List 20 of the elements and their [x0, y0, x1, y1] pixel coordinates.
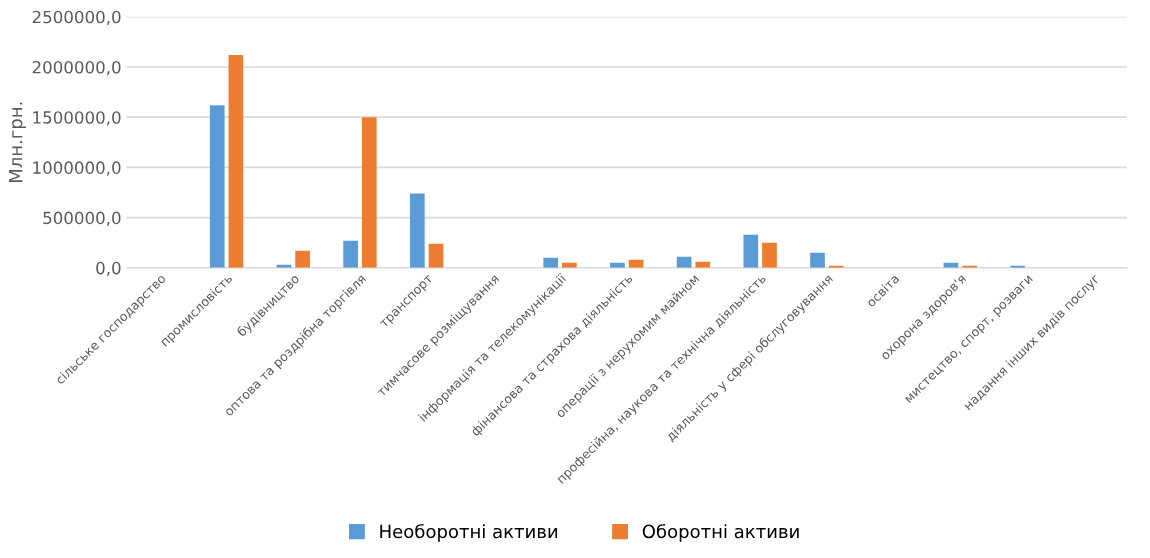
bar	[228, 54, 244, 268]
y-tick-label: 0,0	[96, 261, 121, 277]
y-tick-label: 2500000,0	[32, 10, 121, 26]
bar	[343, 240, 358, 268]
legend-label: Необоротні активи	[380, 523, 558, 542]
bar	[428, 243, 444, 268]
bar	[543, 257, 559, 268]
bar	[295, 250, 310, 268]
y-tick-label: 2000000,0	[32, 60, 121, 76]
y-tick-label: 1000000,0	[33, 161, 121, 176]
bar	[409, 193, 425, 268]
bar	[810, 252, 825, 268]
bar	[361, 117, 377, 268]
y-axis-title: Млн.грн.	[9, 102, 26, 183]
bar	[209, 105, 225, 268]
bar	[762, 242, 777, 268]
y-tick-label: 500000,0	[43, 211, 121, 226]
legend-label: Оборотні активи	[642, 523, 799, 542]
y-tick-label: 1500000,0	[33, 111, 121, 126]
bar	[743, 234, 759, 268]
